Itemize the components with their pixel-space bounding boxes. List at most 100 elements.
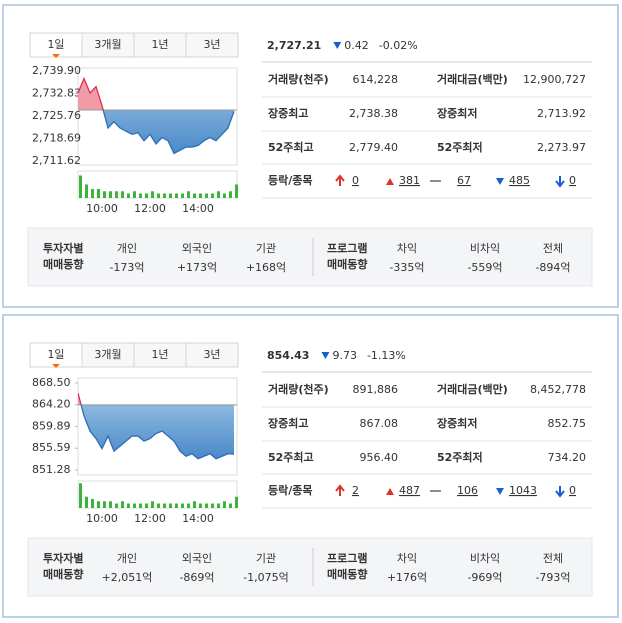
stat-label: 거래대금(백만) (437, 72, 508, 86)
x-tick-label: 14:00 (182, 202, 214, 215)
volume-bar (229, 191, 232, 198)
investor-box (27, 227, 593, 287)
tab-label[interactable]: 3년 (203, 38, 220, 51)
volume-bar (79, 175, 82, 198)
group-title: 매매동향 (327, 567, 367, 581)
stat-label: 거래량(천주) (268, 382, 329, 396)
volume-bar (121, 501, 124, 508)
y-tick-label: 2,732.83 (32, 86, 81, 99)
lower-count[interactable]: 0 (569, 484, 576, 497)
stat-label: 거래량(천주) (268, 72, 329, 86)
flow-value: +2,051억 (102, 571, 153, 584)
volume-bar (217, 503, 220, 508)
volume-bar (91, 499, 94, 508)
flow-label: 비차익 (470, 552, 500, 565)
investor-box (27, 537, 593, 597)
volume-bar (181, 193, 184, 198)
y-tick-label: 864.20 (32, 398, 71, 411)
upper-arrow (335, 174, 345, 186)
stat-value: 734.20 (548, 451, 587, 464)
upper-count[interactable]: 2 (352, 484, 359, 497)
tab[interactable] (29, 342, 83, 368)
volume-bar (169, 193, 172, 198)
tab-label[interactable]: 1년 (151, 38, 168, 51)
volume-bar (211, 193, 214, 198)
volume-bar (127, 503, 130, 508)
lower-arrow (555, 176, 565, 188)
up-triangle (386, 488, 394, 495)
flow-label: 기관 (256, 242, 276, 255)
volume-bar (199, 193, 202, 198)
y-tick-label: 851.28 (32, 463, 71, 476)
volume-bar (103, 191, 106, 198)
volume-bar (133, 503, 136, 508)
stat-label: 52주최고 (268, 140, 314, 154)
volume-bar (109, 501, 112, 508)
stat-label: 거래대금(백만) (437, 382, 508, 396)
stat-label: 52주최저 (437, 140, 483, 154)
down-count[interactable]: 1043 (509, 484, 537, 497)
down-triangle (496, 178, 504, 185)
volume-bar (193, 193, 196, 198)
stat-label: 52주최고 (268, 450, 314, 464)
tab[interactable] (81, 32, 135, 58)
flow-label: 비차익 (470, 242, 500, 255)
stat-value: 956.40 (360, 451, 399, 464)
group-title: 프로그램 (327, 551, 367, 565)
tab[interactable] (133, 342, 187, 368)
down-count[interactable]: 485 (509, 174, 530, 187)
breadth-label: 등락/종목 (268, 174, 313, 187)
stat-label: 장중최고 (268, 106, 308, 120)
flow-value: -173억 (109, 261, 144, 274)
lower-count[interactable]: 0 (569, 174, 576, 187)
volume-bar (115, 191, 118, 198)
upper-arrow (335, 484, 345, 496)
stat-label: 장중최고 (268, 416, 308, 430)
down-triangle (333, 42, 342, 49)
flow-value: -969억 (467, 571, 502, 584)
flow-value: +168억 (246, 261, 286, 274)
flow-label: 기관 (256, 552, 276, 565)
tab-label[interactable]: 1년 (151, 348, 168, 361)
volume-bar (79, 483, 82, 508)
stat-value: 2,779.40 (349, 141, 398, 154)
flow-label: 차익 (397, 552, 417, 565)
stat-value: 852.75 (548, 417, 587, 430)
tab-label[interactable]: 3개월 (94, 348, 121, 361)
tab[interactable] (185, 342, 239, 368)
flow-value: +173억 (177, 261, 217, 274)
stat-value: 2,738.38 (349, 107, 398, 120)
volume-bar (187, 503, 190, 508)
flat-count[interactable]: 106 (457, 484, 478, 497)
volume-bar (103, 501, 106, 508)
volume-bar (97, 189, 100, 198)
volume-bar (235, 184, 238, 198)
flat-count[interactable]: 67 (457, 174, 471, 187)
volume-bar (235, 496, 238, 508)
tab-indicator (52, 364, 60, 368)
tab[interactable] (29, 32, 83, 58)
volume-bar (193, 501, 196, 508)
x-tick-label: 14:00 (182, 512, 214, 525)
flow-label: 전체 (543, 242, 563, 255)
stat-value: 891,886 (353, 383, 399, 396)
volume-bar (211, 503, 214, 508)
flow-value: -1,075억 (243, 571, 289, 584)
up-count[interactable]: 381 (399, 174, 420, 187)
flow-value: -869억 (179, 571, 214, 584)
tab-label[interactable]: 3개월 (94, 38, 121, 51)
flow-label: 외국인 (182, 552, 212, 565)
tab[interactable] (185, 32, 239, 58)
volume-bar (121, 191, 124, 198)
up-count[interactable]: 487 (399, 484, 420, 497)
y-tick-label: 859.89 (32, 420, 71, 433)
index-change: 0.42 (344, 39, 369, 52)
tab-label[interactable]: 1일 (47, 347, 64, 361)
group-title: 투자자별 (43, 551, 83, 565)
tab-label[interactable]: 3년 (203, 348, 220, 361)
tab-label[interactable]: 1일 (47, 37, 64, 51)
upper-count[interactable]: 0 (352, 174, 359, 187)
x-tick-label: 12:00 (134, 512, 166, 525)
flow-label: 개인 (117, 242, 137, 255)
